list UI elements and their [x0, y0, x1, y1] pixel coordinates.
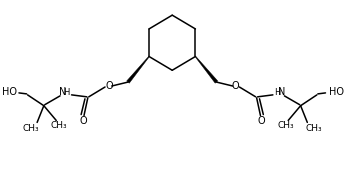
- Polygon shape: [127, 56, 149, 83]
- Polygon shape: [195, 56, 218, 83]
- Text: HO: HO: [329, 87, 345, 97]
- Text: H: H: [64, 88, 70, 97]
- Text: O: O: [105, 81, 113, 91]
- Text: O: O: [258, 116, 265, 126]
- Text: CH₃: CH₃: [51, 121, 67, 130]
- Text: N: N: [278, 87, 285, 97]
- Text: CH₃: CH₃: [306, 124, 322, 133]
- Text: O: O: [79, 116, 87, 126]
- Text: H: H: [274, 88, 281, 97]
- Text: N: N: [59, 87, 67, 97]
- Text: CH₃: CH₃: [277, 121, 294, 130]
- Text: O: O: [232, 81, 239, 91]
- Text: HO: HO: [2, 87, 17, 97]
- Text: CH₃: CH₃: [22, 124, 39, 133]
